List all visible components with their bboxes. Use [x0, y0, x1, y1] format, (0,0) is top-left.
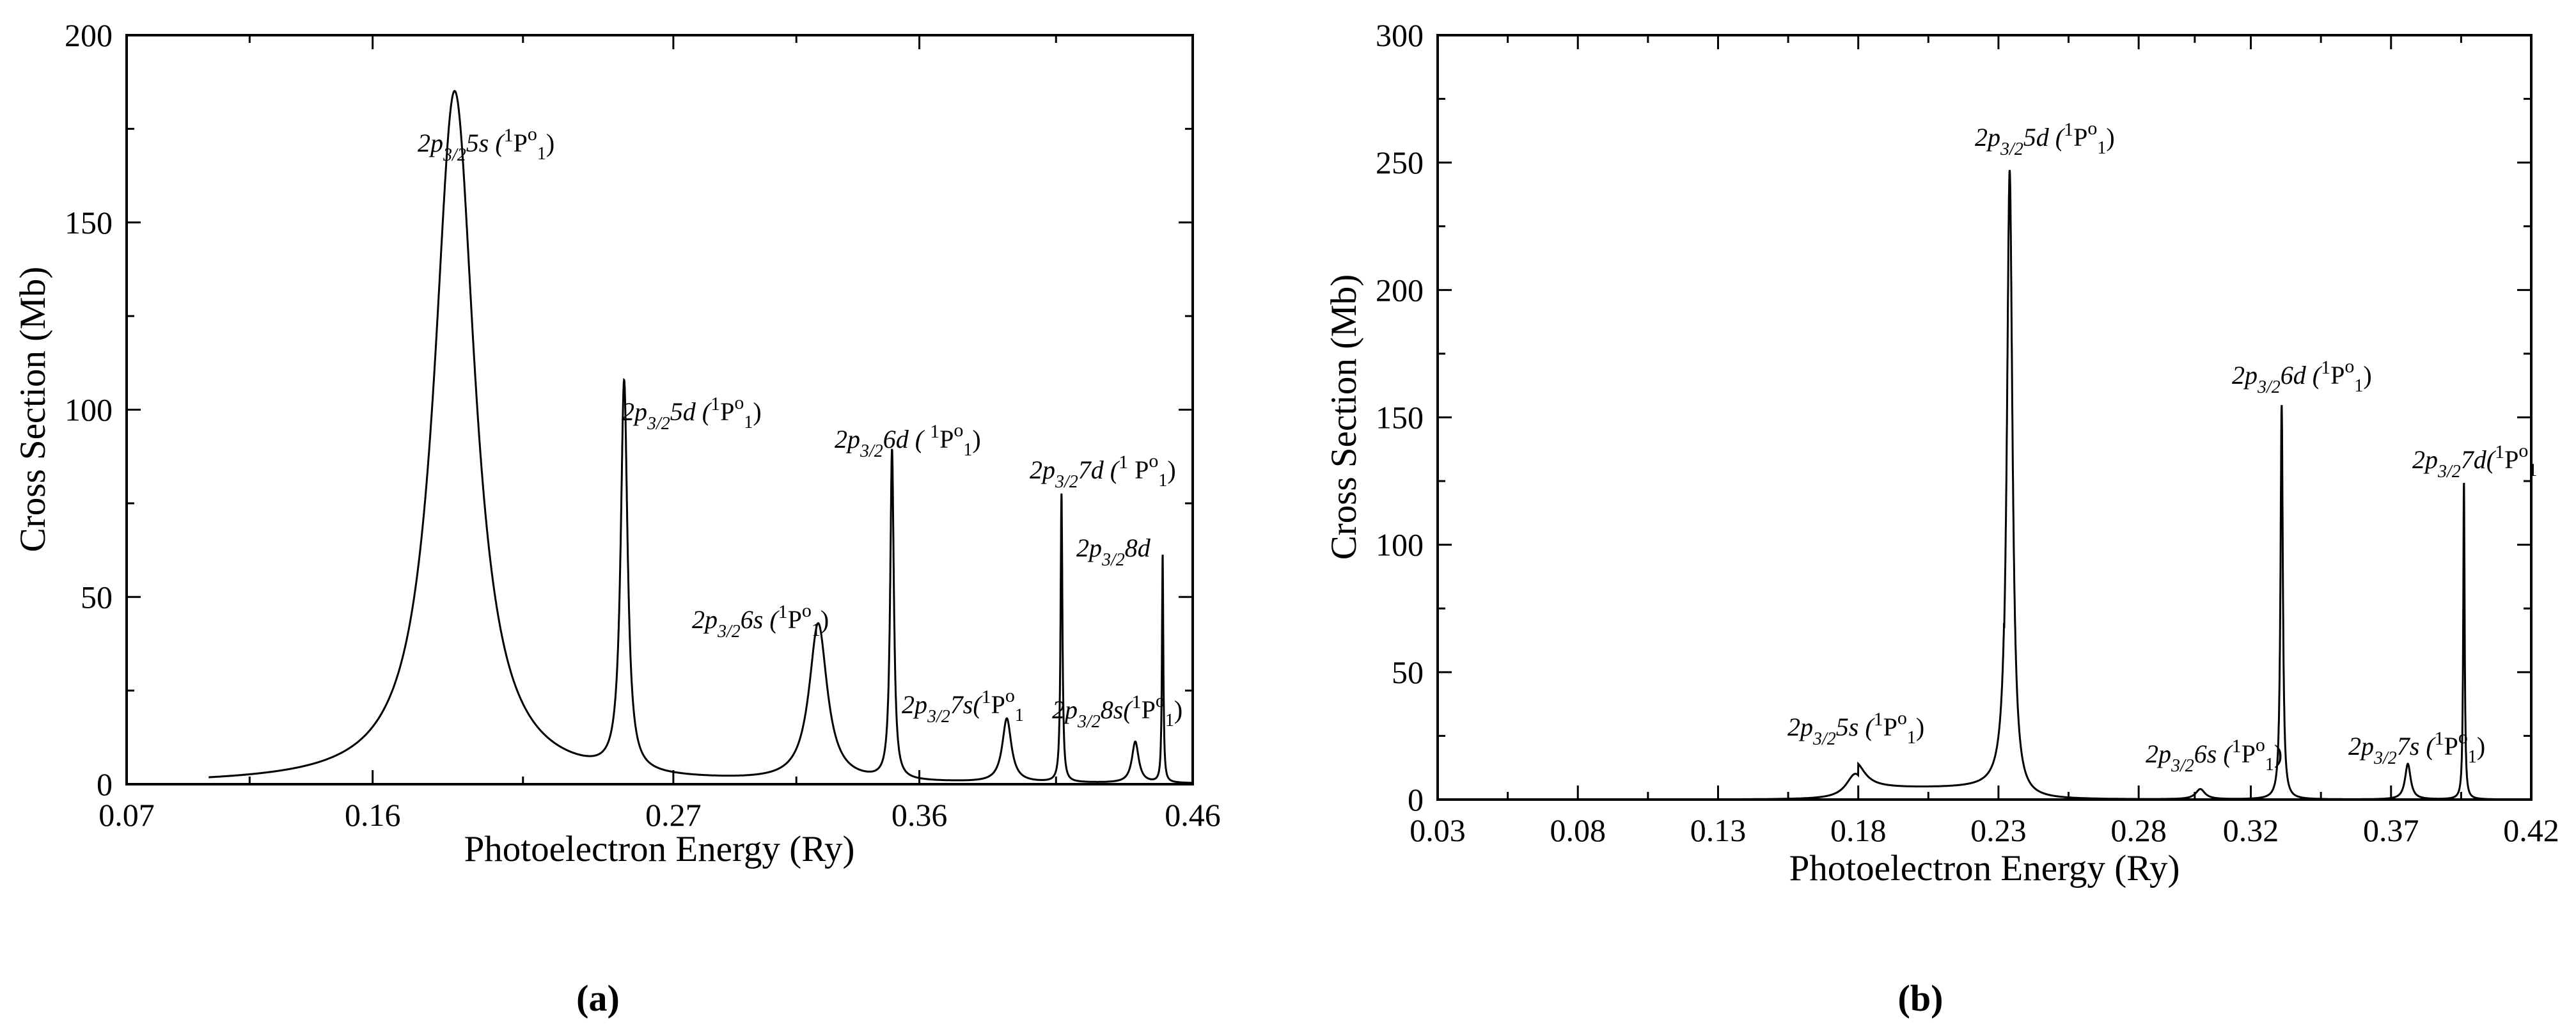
panel-a-x-tick-label: 0.07: [98, 797, 155, 833]
panel-a-y-axis-label: Cross Section (Mb): [13, 267, 53, 552]
panel-a-x-tick-label: 0.36: [891, 797, 948, 833]
panel-b-x-tick-label: 0.08: [1550, 812, 1606, 848]
panel-a-annotation-8s: 2p3/28s(1Po1): [1052, 690, 1182, 732]
panel-b-annotation-5d: 2p3/25d (1Po1): [1975, 118, 2115, 159]
panel-a-annotation-5d: 2p3/25d (1Po1): [622, 392, 762, 434]
panel-b-x-tick-label: 0.03: [1410, 812, 1466, 848]
panel-b-x-tick-label: 0.23: [1970, 812, 2027, 848]
panel-a-x-tick-label: 0.27: [645, 797, 702, 833]
panel-b-annotation-5s: 2p3/25s (1Po1): [1787, 707, 1924, 749]
panel-b-y-tick-label: 0: [1408, 782, 1424, 817]
panel-b-annotation-7s: 2p3/27s (1Po1): [2348, 727, 2485, 768]
panel-a-chart: 0.07 0.16 0.27 0.36 0.46 0 50 100 150 200 Photoel…: [13, 17, 1221, 1019]
panel-b-x-axis-label: Photoelectron Energy (Ry): [1789, 848, 2180, 888]
panel-b-x-tick-label: 0.42: [2503, 812, 2559, 848]
panel-a-annotation-5s: 2p3/25s (1Po1): [418, 123, 554, 165]
panel-b-x-tick-label: 0.28: [2110, 812, 2167, 848]
panel-b-annotation-6s: 2p3/26s (1Po1): [2146, 734, 2282, 776]
panel-a-x-tick-label: 0.16: [345, 797, 401, 833]
panel-a-annotation-7s: 2p3/27s(1Po1: [902, 685, 1024, 727]
panel-a-annotation-8d: 2p3/28d: [1076, 533, 1151, 570]
panel-b-x-tick-label: 0.13: [1690, 812, 1747, 848]
panel-b-annotation-7d: 2p3/27d(1Po1: [2412, 440, 2537, 482]
panel-b-y-axis-label: Cross Section (Mb): [1324, 274, 1364, 560]
panel-b-x-tick-label: 0.18: [1830, 812, 1887, 848]
panel-a-series-line: [208, 90, 1193, 784]
panel-b-y-tick-label: 200: [1376, 272, 1424, 308]
panel-b-caption: (b): [1898, 977, 1944, 1019]
panel-b-y-tick-label: 250: [1376, 145, 1424, 180]
panel-a-annotation-7d: 2p3/27d (1 Po1): [1030, 450, 1176, 492]
panel-a-y-tick-label: 50: [81, 579, 113, 615]
panel-b-y-tick-label: 100: [1376, 527, 1424, 563]
panel-b-y-tick-label: 50: [1392, 654, 1424, 690]
panel-b-chart: 0.03 0.08 0.13 0.18 0.23 0.28 0.32 0.37 0.42 0 50 1…: [1324, 17, 2559, 1019]
panel-a-y-tick-label: 100: [65, 392, 113, 428]
panel-a-x-tick-label: 0.46: [1165, 797, 1221, 833]
panel-b-x-tick-label: 0.37: [2363, 812, 2419, 848]
panel-a-x-axis-label: Photoelectron Energy (Ry): [464, 829, 855, 869]
panel-a-annotation-6d: 2p3/26d ( 1Po1): [835, 420, 981, 461]
panel-a-plot-frame: [125, 34, 1194, 785]
panel-a-y-tick-label: 150: [65, 205, 113, 241]
panel-a-y-tick-label: 200: [65, 17, 113, 53]
panel-a-caption: (a): [576, 977, 620, 1019]
panel-b-y-tick-label: 300: [1376, 17, 1424, 53]
panel-a-y-tick-label: 0: [97, 766, 113, 802]
panel-a-annotation-6s: 2p3/26s (1Po1): [692, 600, 829, 642]
panel-b-series-line: [1661, 170, 2531, 801]
panel-b-x-tick-label: 0.32: [2223, 812, 2279, 848]
panel-b-annotation-6d: 2p3/26d (1Po1): [2232, 356, 2372, 397]
panel-b-y-tick-label: 150: [1376, 400, 1424, 436]
